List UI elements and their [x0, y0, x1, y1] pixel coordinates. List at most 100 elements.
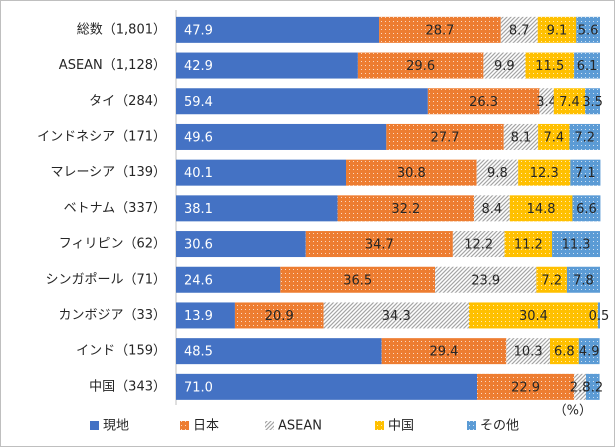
bar-segment — [176, 338, 382, 365]
value-label: 34.3 — [382, 309, 411, 324]
category-label: カンボジア（33） — [58, 308, 166, 323]
value-label: 26.3 — [469, 95, 498, 110]
category-label: 総数（1,801） — [77, 22, 166, 37]
bar-segment — [176, 302, 235, 329]
bar-segment — [509, 195, 573, 222]
value-label: 20.9 — [265, 309, 294, 324]
value-label: 40.1 — [184, 166, 213, 181]
category-label: タイ（284） — [89, 94, 166, 109]
value-label: 7.4 — [543, 130, 564, 145]
bar-segment — [427, 88, 540, 115]
bar-segment — [435, 266, 537, 293]
value-label: 30.8 — [397, 166, 426, 181]
category-label: 中国（343） — [89, 379, 166, 394]
value-label: 6.6 — [576, 202, 597, 217]
category-label: フィリピン（62） — [59, 237, 166, 252]
legend-swatch — [180, 421, 189, 430]
value-label: 8.7 — [509, 23, 530, 38]
bar-segment — [468, 302, 598, 329]
bar-segment — [578, 338, 600, 365]
bar-segment — [305, 231, 453, 258]
value-label: 9.8 — [487, 166, 508, 181]
bar-segment — [572, 195, 601, 222]
value-label: 4.9 — [579, 345, 600, 360]
value-label: 9.1 — [547, 23, 568, 38]
value-label: 24.6 — [184, 273, 213, 288]
value-label: 49.6 — [184, 130, 213, 145]
value-label: 32.2 — [391, 202, 420, 217]
value-label: 8.1 — [511, 130, 532, 145]
value-label: 2.8 — [570, 380, 591, 395]
value-label: 47.9 — [184, 23, 213, 38]
bar-segment — [537, 16, 577, 43]
bar-segment — [483, 52, 526, 79]
value-label: 13.9 — [184, 309, 213, 324]
bar-segment — [357, 52, 484, 79]
bar-segment — [176, 266, 281, 293]
bar-segment — [176, 159, 347, 186]
bar-segment — [386, 123, 504, 150]
bar-segment — [337, 195, 475, 222]
bar-segment — [176, 195, 338, 222]
bar-segment — [538, 123, 570, 150]
value-label: 9.9 — [494, 59, 515, 74]
legend-swatch — [90, 421, 99, 430]
bar-segment — [477, 373, 575, 400]
value-label: 11.2 — [514, 238, 543, 253]
bar-segment — [574, 373, 587, 400]
legend-label: その他 — [480, 419, 519, 434]
unit-label: （%） — [554, 404, 592, 419]
value-label: 48.5 — [184, 345, 213, 360]
bar-segment — [176, 16, 380, 43]
bar-segment — [518, 159, 571, 186]
legend-label: 中国 — [388, 419, 414, 434]
category-label: ASEAN（1,128） — [59, 58, 166, 73]
bar-segment — [585, 88, 600, 115]
value-label: 38.1 — [184, 202, 213, 217]
bar-segment — [176, 88, 428, 115]
value-label: 3.5 — [582, 95, 603, 110]
bar-segment — [176, 231, 306, 258]
value-label: 23.9 — [471, 273, 500, 288]
value-label: 7.2 — [574, 130, 595, 145]
value-label: 30.4 — [519, 309, 548, 324]
bar-segment — [569, 123, 600, 150]
value-label: 36.5 — [343, 273, 372, 288]
value-label: 29.4 — [429, 345, 458, 360]
value-label: 7.1 — [575, 166, 596, 181]
bar-segment — [234, 302, 324, 329]
value-label: 8.4 — [482, 202, 503, 217]
value-label: 6.8 — [554, 345, 575, 360]
bar-segment — [574, 52, 600, 79]
bar-segment — [323, 302, 469, 329]
value-label: 14.8 — [527, 202, 556, 217]
bar-segment — [176, 373, 478, 400]
bar-segment — [452, 231, 505, 258]
bar-segment — [566, 266, 600, 293]
value-label: 30.6 — [184, 238, 213, 253]
bar-segment — [549, 338, 579, 365]
value-label: 0.5 — [589, 309, 610, 324]
value-label: 28.7 — [425, 23, 454, 38]
value-label: 12.3 — [530, 166, 559, 181]
bar-segment — [597, 302, 600, 329]
value-label: 22.9 — [511, 380, 540, 395]
bar-segment — [381, 338, 507, 365]
bar-segment — [553, 88, 586, 115]
value-label: 42.9 — [184, 59, 213, 74]
bar-segment — [280, 266, 436, 293]
value-label: 29.6 — [406, 59, 435, 74]
bar-segment — [474, 195, 510, 222]
value-label: 3.2 — [582, 380, 603, 395]
legend-label: 現地 — [103, 419, 129, 434]
bar-segment — [176, 123, 387, 150]
bar-segment — [176, 52, 358, 79]
value-label: 3.4 — [536, 95, 557, 110]
legend-swatch — [265, 421, 274, 430]
value-label: 6.1 — [577, 59, 598, 74]
value-label: 27.7 — [431, 130, 460, 145]
bar-segment — [476, 159, 519, 186]
bar-segment — [586, 373, 600, 400]
bar-segment — [504, 231, 553, 258]
